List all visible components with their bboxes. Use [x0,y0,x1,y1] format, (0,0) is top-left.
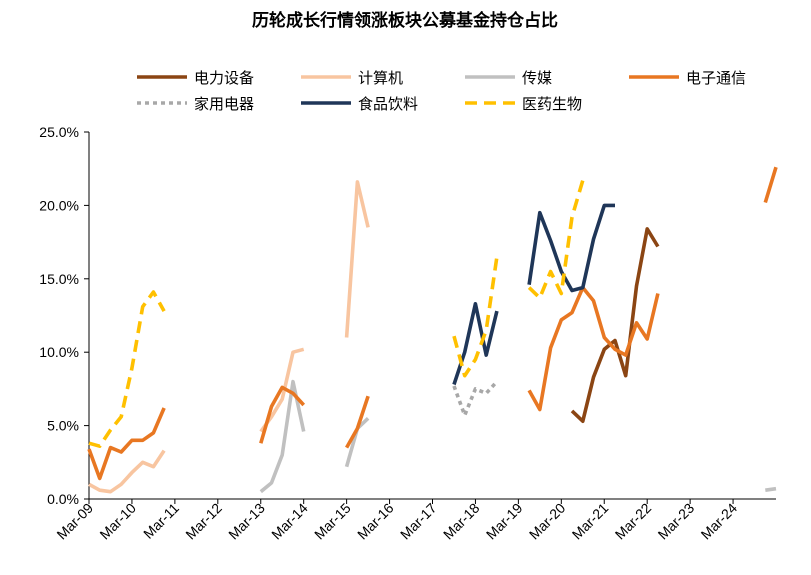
x-tick-label: Mar-18 [440,500,483,543]
series-2-line [88,180,370,494]
x-tick-label: Mar-17 [397,500,440,543]
x-tick-label: Mar-22 [612,500,655,543]
y-tick-label: 25.0% [39,124,79,140]
x-tick-label: Mar-16 [354,500,397,543]
series-2-segment [344,180,370,338]
y-tick-label: 0.0% [47,491,79,507]
legend-item-6: 食品饮料 [301,95,418,113]
series-4-segment [527,285,660,412]
legend-item-4: 电子通信 [629,69,746,87]
x-tick-label: Mar-13 [225,500,268,543]
legend-item-7: 医药生物 [465,95,582,113]
chart-title: 历轮成长行情领涨板块公募基金持仓占比 [252,10,558,31]
x-tick-label: Mar-15 [311,500,354,543]
legend-label: 食品饮料 [358,95,418,113]
series-7-segment [88,290,166,449]
legend-label: 电力设备 [194,69,254,87]
series-4-segment [345,395,370,449]
x-tick-label: Mar-14 [268,500,311,543]
x-tick-label: Mar-21 [569,500,612,543]
series-5-segment [452,380,499,418]
legend-label: 传媒 [522,69,552,87]
y-tick-label: 15.0% [39,271,79,287]
series-4-segment [763,166,778,204]
series-3-line [259,379,777,494]
series-4-segment [259,385,306,444]
series-6-segment [527,203,615,293]
legend-item-2: 计算机 [301,69,403,87]
legend-item-3: 传媒 [465,69,552,87]
x-tick-label: Mar-11 [140,500,182,542]
y-tick-label: 5.0% [47,418,79,434]
series-3-segment [765,486,777,492]
x-tick-label: Mar-20 [526,500,569,543]
y-tick-label: 10.0% [39,344,79,360]
x-tick-label: Mar-19 [483,500,526,543]
y-tick-label: 20.0% [39,197,79,213]
series-4-line [87,166,778,481]
series-4-segment [87,407,166,481]
series-7-segment [452,256,499,378]
axes: 0.0%5.0%10.0%15.0%20.0%25.0%Mar-09 Mar-10… [39,124,776,542]
legend-label: 电子通信 [686,69,746,87]
series-5-line [452,380,499,418]
x-tick-label: Mar-24 [698,500,741,543]
series-7-line [88,179,585,449]
series-2-segment [88,449,166,494]
legend-item-1: 电力设备 [137,69,254,87]
series-1-line [570,227,660,424]
plot-area [87,166,778,494]
legend-label: 家用电器 [194,95,254,113]
legend-item-5: 家用电器 [137,95,254,113]
x-tick-label: Mar-23 [655,500,698,543]
x-tick-label: Mar-10 [96,500,139,543]
legend-label: 医药生物 [522,95,582,113]
series-1-segment [570,227,660,424]
legend-label: 计算机 [358,69,403,87]
x-tick-label: Mar-12 [182,500,225,543]
series-6-segment [452,301,499,386]
